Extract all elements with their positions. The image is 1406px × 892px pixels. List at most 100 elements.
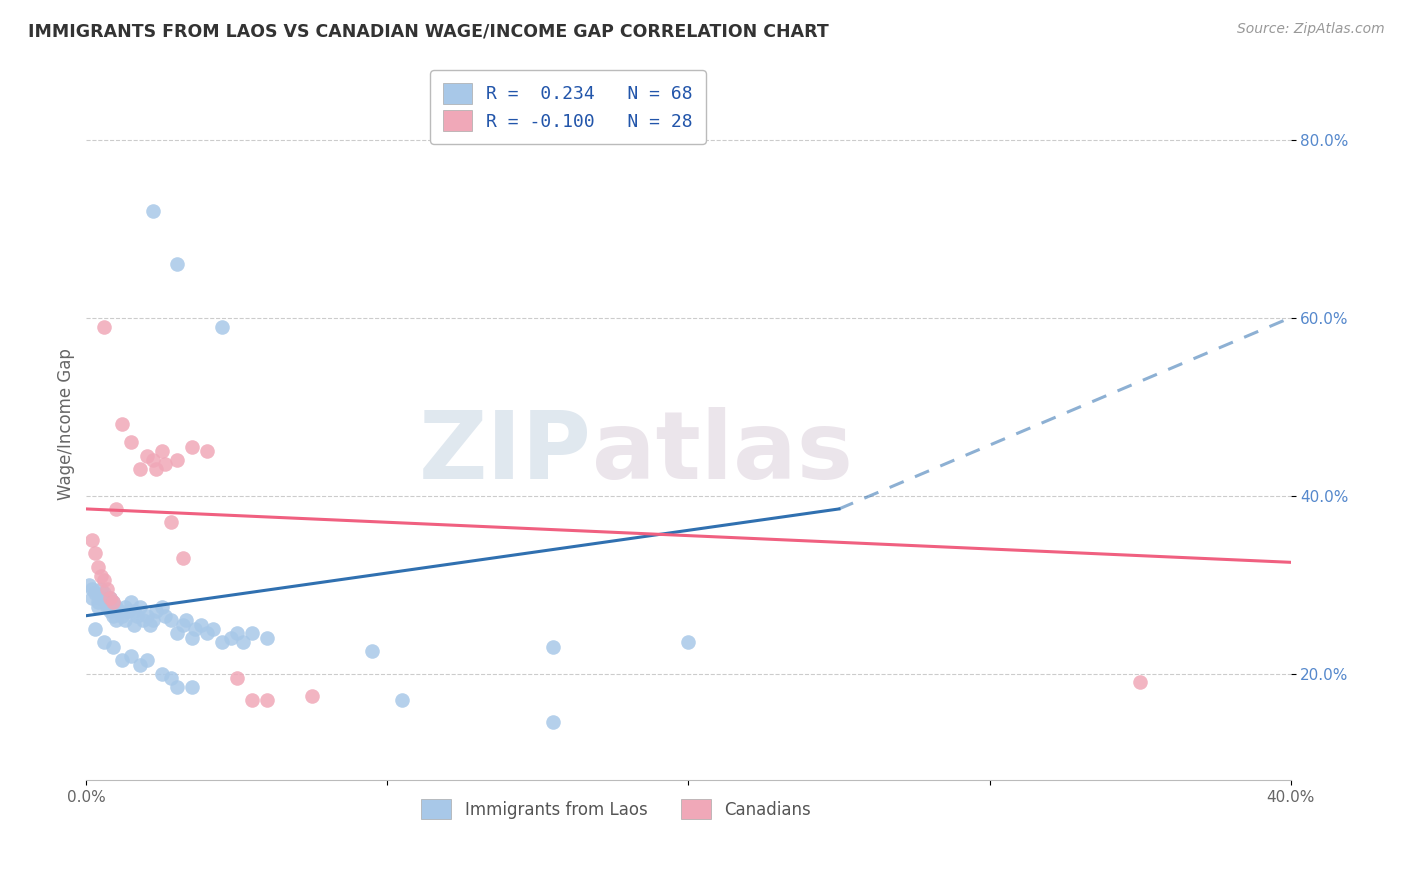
Point bbox=[190, 617, 212, 632]
Point bbox=[100, 591, 122, 605]
Point bbox=[111, 417, 134, 432]
Point bbox=[195, 626, 218, 640]
Point bbox=[108, 604, 131, 618]
Point bbox=[90, 582, 112, 596]
Point bbox=[141, 453, 163, 467]
Point bbox=[141, 613, 163, 627]
Point bbox=[103, 608, 125, 623]
Point bbox=[219, 631, 242, 645]
Point bbox=[105, 502, 128, 516]
Point bbox=[195, 444, 218, 458]
Point bbox=[180, 631, 202, 645]
Point bbox=[240, 693, 263, 707]
Point bbox=[159, 671, 181, 685]
Point bbox=[127, 608, 149, 623]
Point bbox=[240, 626, 263, 640]
Point bbox=[145, 604, 167, 618]
Point bbox=[225, 626, 247, 640]
Point bbox=[678, 635, 700, 649]
Point bbox=[129, 657, 152, 672]
Point bbox=[96, 599, 118, 614]
Point bbox=[166, 453, 188, 467]
Point bbox=[114, 613, 136, 627]
Point bbox=[180, 440, 202, 454]
Point bbox=[150, 666, 173, 681]
Point bbox=[96, 595, 118, 609]
Point bbox=[111, 608, 134, 623]
Point bbox=[541, 715, 564, 730]
Point bbox=[103, 595, 125, 609]
Point bbox=[135, 608, 157, 623]
Point bbox=[172, 617, 194, 632]
Point bbox=[124, 604, 146, 618]
Point bbox=[225, 671, 247, 685]
Point bbox=[87, 595, 110, 609]
Point bbox=[124, 617, 146, 632]
Point bbox=[211, 319, 233, 334]
Point bbox=[150, 599, 173, 614]
Point bbox=[100, 591, 122, 605]
Point bbox=[114, 599, 136, 614]
Point bbox=[183, 622, 205, 636]
Point bbox=[256, 693, 278, 707]
Point bbox=[82, 533, 104, 547]
Text: ZIP: ZIP bbox=[419, 407, 592, 499]
Point bbox=[93, 573, 115, 587]
Point bbox=[120, 435, 142, 450]
Point bbox=[103, 640, 125, 654]
Point bbox=[150, 444, 173, 458]
Point bbox=[391, 693, 413, 707]
Point bbox=[90, 591, 112, 605]
Point bbox=[120, 648, 142, 663]
Point bbox=[79, 577, 101, 591]
Text: IMMIGRANTS FROM LAOS VS CANADIAN WAGE/INCOME GAP CORRELATION CHART: IMMIGRANTS FROM LAOS VS CANADIAN WAGE/IN… bbox=[28, 22, 830, 40]
Text: atlas: atlas bbox=[592, 407, 853, 499]
Point bbox=[129, 462, 152, 476]
Point bbox=[135, 653, 157, 667]
Point bbox=[90, 568, 112, 582]
Point bbox=[166, 626, 188, 640]
Point bbox=[93, 319, 115, 334]
Legend: Immigrants from Laos, Canadians: Immigrants from Laos, Canadians bbox=[415, 793, 818, 825]
Point bbox=[103, 595, 125, 609]
Point bbox=[111, 653, 134, 667]
Point bbox=[105, 613, 128, 627]
Point bbox=[87, 559, 110, 574]
Point bbox=[82, 591, 104, 605]
Point bbox=[84, 546, 107, 560]
Point bbox=[541, 640, 564, 654]
Point bbox=[153, 608, 176, 623]
Point bbox=[201, 622, 224, 636]
Point bbox=[93, 586, 115, 600]
Point bbox=[87, 599, 110, 614]
Point bbox=[159, 516, 181, 530]
Point bbox=[301, 689, 323, 703]
Point bbox=[180, 680, 202, 694]
Point bbox=[93, 635, 115, 649]
Point bbox=[361, 644, 384, 658]
Point bbox=[166, 680, 188, 694]
Point bbox=[211, 635, 233, 649]
Point bbox=[159, 613, 181, 627]
Point bbox=[153, 458, 176, 472]
Point bbox=[84, 622, 107, 636]
Point bbox=[138, 617, 160, 632]
Point bbox=[105, 599, 128, 614]
Point bbox=[172, 550, 194, 565]
Point bbox=[135, 449, 157, 463]
Point bbox=[82, 582, 104, 596]
Point bbox=[129, 599, 152, 614]
Point bbox=[96, 582, 118, 596]
Point bbox=[117, 604, 139, 618]
Point bbox=[132, 613, 155, 627]
Point bbox=[232, 635, 254, 649]
Point bbox=[256, 631, 278, 645]
Point bbox=[141, 203, 163, 218]
Point bbox=[174, 613, 197, 627]
Y-axis label: Wage/Income Gap: Wage/Income Gap bbox=[58, 349, 75, 500]
Point bbox=[166, 257, 188, 271]
Point bbox=[145, 462, 167, 476]
Text: Source: ZipAtlas.com: Source: ZipAtlas.com bbox=[1237, 22, 1385, 37]
Point bbox=[84, 586, 107, 600]
Point bbox=[1129, 675, 1152, 690]
